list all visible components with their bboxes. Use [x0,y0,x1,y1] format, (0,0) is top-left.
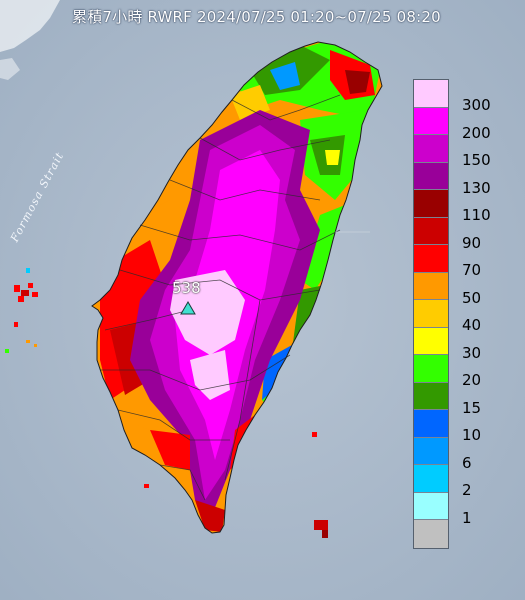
legend-label: 1 [462,508,472,527]
map-title: 累積7小時 RWRF 2024/07/25 01:20~07/25 08:20 [72,8,441,26]
legend-label: 2 [462,481,472,499]
legend-swatch [414,410,448,438]
legend-label: 6 [462,453,472,472]
legend-label: 20 [462,371,482,389]
small-islet [144,484,149,488]
legend-label: 15 [462,398,482,417]
legend-swatch [414,217,448,245]
legend-label: 70 [462,261,482,279]
legend-label: 150 [462,151,491,169]
triangle-marker [180,301,196,315]
legend-swatch [414,162,448,190]
legend-swatch [414,355,448,383]
legend-label: 200 [462,123,491,142]
legend-label: 50 [462,288,482,307]
legend-swatch [414,80,448,108]
legend-label: 90 [462,233,482,252]
legend-swatch [414,465,448,493]
legend-labels: 300 200 150 130 110 90 70 50 40 30 20 15 10 6 2 1 [462,79,491,527]
county-boundaries [100,94,341,501]
legend-swatch [414,520,448,548]
legend-swatch [414,437,448,465]
peak-value-label: 538 [172,279,201,297]
mainland-coast [0,0,60,52]
legend-swatch [414,300,448,328]
legend-swatch [414,272,448,300]
legend-label: 130 [462,178,491,197]
mainland-coast-detail [0,58,20,80]
legend-swatch [414,107,448,135]
green-island [312,432,317,437]
legend-swatch [414,327,448,355]
legend-label: 110 [462,206,491,224]
color-legend [413,79,449,549]
legend-swatch [414,245,448,273]
legend-swatch [414,382,448,410]
legend-label: 300 [462,96,491,114]
legend-label: 30 [462,343,482,362]
island-outline [91,41,383,534]
legend-swatch [414,492,448,520]
penghu-islands [5,268,38,353]
orchid-island [314,520,328,538]
legend-swatch [414,190,448,218]
legend-label: 40 [462,316,482,334]
legend-swatch [414,135,448,163]
legend-label: 10 [462,426,482,444]
